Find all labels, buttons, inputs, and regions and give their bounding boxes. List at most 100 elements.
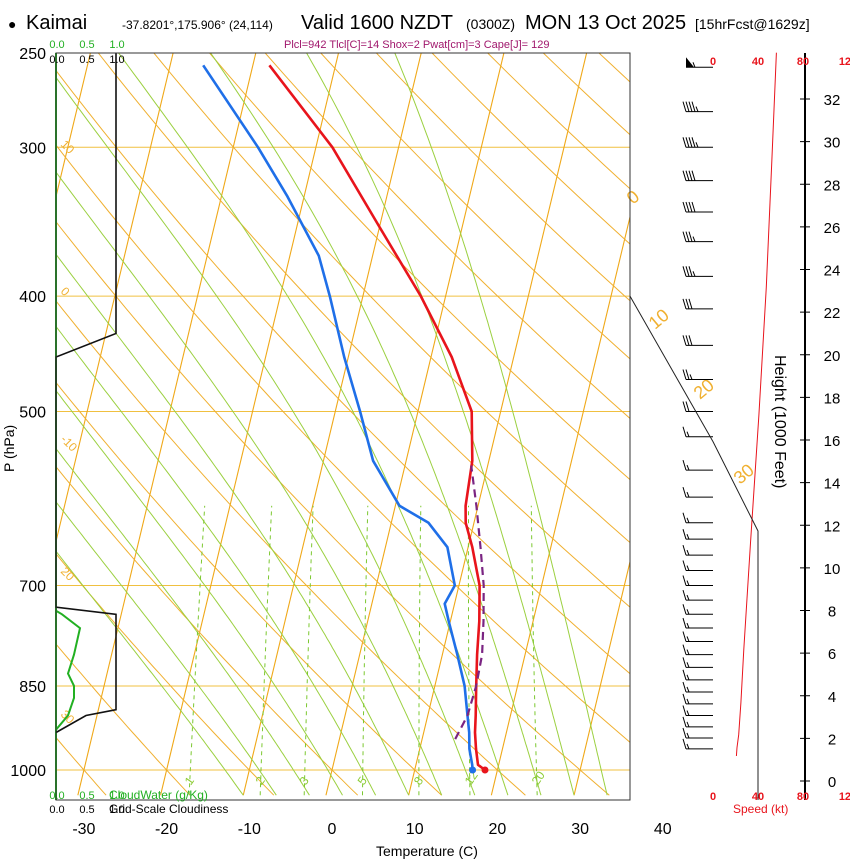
barb-full: [685, 401, 690, 412]
barb-half: [686, 609, 690, 615]
barb-full: [682, 738, 687, 750]
parcel-line: [454, 465, 485, 740]
chart-axes: -30 -20 -10 0 10 20 30 402503004005007008501000…: [10, 39, 850, 838]
barb-full: [682, 170, 687, 181]
forecast-run: [15hrFcst@1629z]: [695, 16, 810, 32]
barb-full: [685, 201, 690, 213]
moist-adiabat: [56, 550, 244, 796]
dry-adiabat: [56, 221, 610, 796]
speed-tick-label: 120: [839, 791, 850, 803]
barb-full: [688, 231, 693, 242]
barb-full: [682, 657, 687, 668]
cloudiness-tick-label: 0.0: [49, 804, 64, 816]
speed-tick-label: 80: [797, 56, 809, 68]
wind-barb: [682, 560, 713, 572]
barb-full: [682, 604, 687, 615]
barb-half: [689, 374, 693, 380]
mixing-ratio-line: [259, 505, 273, 796]
cloudiness-tick-label: 1.0: [109, 54, 124, 66]
temp-tick-label: -30: [72, 821, 95, 838]
isotherm: [56, 53, 91, 199]
moist-adiabat: [394, 53, 608, 796]
speed-tick-label: 120: [839, 56, 850, 68]
wind-barb: [682, 529, 713, 540]
moist-adiabat: [56, 253, 410, 796]
moist-adiabat: [56, 325, 377, 796]
speed-tick-label: 40: [752, 56, 764, 68]
barb-full: [682, 669, 687, 680]
cloudwater-tick-label: 0.0: [49, 790, 64, 802]
dry-adiabat: [56, 381, 442, 796]
moist-adiabat: [210, 53, 542, 796]
barb-full: [691, 201, 696, 213]
pressure-tick-label: 300: [19, 140, 46, 157]
barb-full: [685, 101, 690, 112]
pressure-tick-label: 500: [19, 405, 46, 422]
utc-time: (0300Z): [466, 16, 515, 32]
mixing-ratio-line: [530, 505, 538, 796]
wind-barb: [682, 705, 713, 717]
barb-full: [682, 401, 687, 412]
barb-full: [682, 298, 687, 310]
cloudwater-tick-label: 1.0: [109, 39, 124, 51]
height-tick-label: 18: [824, 390, 841, 407]
barb-full: [682, 727, 687, 739]
isotherm: [56, 53, 174, 544]
moist-adiabat: [56, 447, 310, 796]
cloudwater-tick-label: 0.0: [49, 39, 64, 51]
station-coords: -37.8201°,175.906° (24,114): [122, 18, 273, 32]
barb-full: [682, 426, 687, 437]
barb-half: [686, 594, 690, 601]
dry-adiabat-label: 10: [58, 137, 78, 157]
barb-full: [688, 298, 693, 310]
dry-adiabat: [598, 53, 630, 83]
barb-full: [682, 486, 687, 498]
chart-header: ● Kaimai -37.8201°,175.906° (24,114) Val…: [8, 12, 810, 51]
plot-frame: [55, 52, 631, 801]
barb-full: [688, 170, 693, 181]
barb-full: [691, 101, 696, 112]
mixing-ratio-line: [303, 505, 314, 796]
isotherm: [77, 53, 257, 796]
isotherm: [573, 559, 630, 796]
barb-half: [686, 698, 690, 705]
wind-barb: [682, 727, 713, 739]
dry-adiabat: [487, 53, 630, 190]
height-tick-label: 30: [824, 135, 841, 152]
dry-adiabat-label: 0: [58, 284, 73, 299]
barb-full: [682, 705, 687, 716]
barb-full: [682, 589, 687, 601]
speed-tick-label: 40: [752, 791, 764, 803]
wind-barb: [682, 335, 713, 346]
height-tick-label: 0: [828, 774, 836, 791]
barb-half: [692, 62, 696, 68]
isotherm: [739, 53, 850, 795]
wind-barb: [682, 631, 713, 642]
moist-adiabat: [56, 76, 476, 796]
barb-half: [686, 649, 690, 655]
moist-adiabat: [306, 53, 575, 796]
wind-barb: [682, 657, 713, 668]
barb-full: [682, 137, 687, 148]
moist-adiabat: [56, 389, 343, 796]
dry-adiabat: [153, 53, 630, 544]
height-tick-label: 28: [824, 177, 841, 194]
moist-adiabat: [56, 501, 277, 796]
sounding-indices: Plcl=942 Tlcl[C]=14 Shox=2 Pwat[cm]=3 Ca…: [284, 39, 549, 51]
speed-axis-title: Speed (kt): [733, 802, 788, 816]
cloudiness-title: Grid-Scale Cloudiness: [109, 802, 228, 816]
dry-adiabat: [376, 53, 630, 302]
barb-full: [682, 681, 687, 693]
dry-adiabat: [320, 53, 630, 360]
wind-barb: [682, 589, 713, 601]
wind-barb: [682, 681, 713, 693]
surface-dewpoint-point: [469, 766, 477, 774]
barb-full: [691, 137, 696, 148]
forecast-date: MON 13 Oct 2025: [525, 12, 686, 34]
cloudwater-title: CloudWater (g/Kg): [109, 788, 208, 802]
barb-half: [686, 549, 690, 556]
temp-tick-label: 30: [571, 821, 589, 838]
pressure-tick-label: 700: [19, 579, 46, 596]
dewpoint-line: [202, 64, 474, 771]
